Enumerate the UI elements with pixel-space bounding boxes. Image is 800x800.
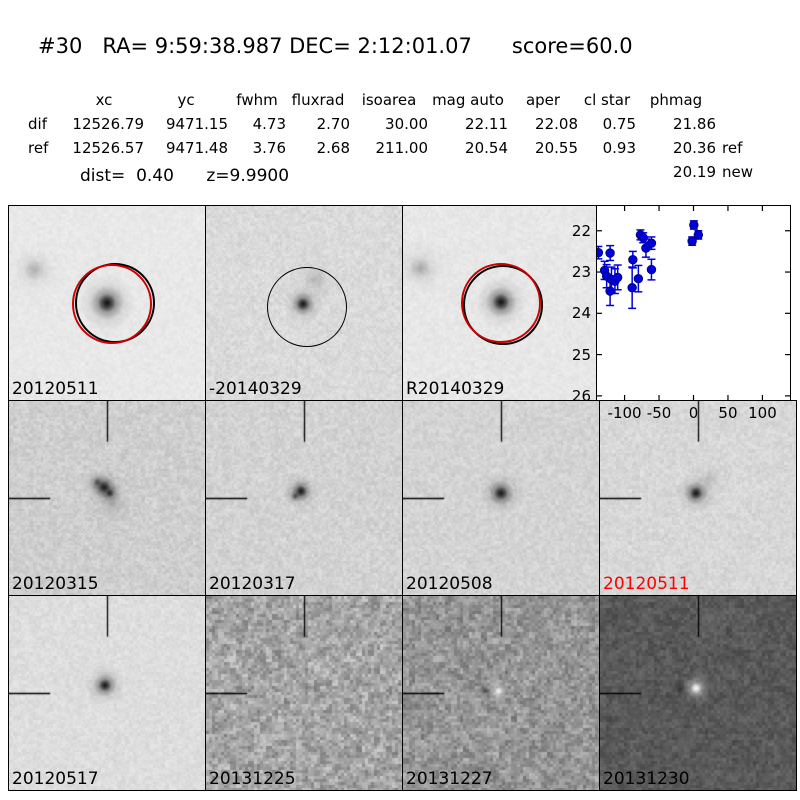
column-header: isoarea [361,91,417,109]
y-tick-label: 26 [571,386,591,405]
x-tick-label: 50 [718,404,738,422]
panel-cutout-20120511-marked: 20120511 [599,400,797,596]
lightcurve-svg [593,206,790,400]
table-row: dif 12526.79 9471.15 4.73 2.70 30.00 22.11 22.0… [28,112,768,136]
lightcurve-point [689,220,699,230]
panel-date-label: -20140329 [209,379,302,399]
table-row: ref 12526.57 9471.48 3.76 2.68 211.00 20.54 20.… [28,136,768,160]
aperture-circle-red [71,264,152,344]
panel-cutout-20131227: 20131227 [402,595,600,791]
panel-date-label: R20140329 [406,379,505,399]
x-tick-label: -100 [607,404,642,422]
photometry-table: xc yc fwhm fluxrad isoarea mag auto aper cl sta… [28,88,768,184]
panel-date-label: 20120517 [12,769,99,789]
table-cell: 20.19 [673,163,716,181]
y-tick-label: 25 [571,345,591,364]
panel-date-label: 20120511 [12,379,99,399]
cutout-image [600,401,796,595]
panel-cutout-20120317: 20120317 [205,400,403,596]
lightcurve-point [627,283,637,293]
table-cell: 9471.48 [165,139,228,157]
panel-cutout-neg-20140329: -20140329 [205,205,403,401]
table-cell: 0.75 [602,115,636,133]
cutout-image [206,401,402,595]
column-header: aper [525,91,561,109]
panel-date-label: 20120508 [406,574,493,594]
x-tick-label: 100 [748,404,777,422]
table-cell: 3.76 [252,139,286,157]
x-tick-label: 0 [688,404,699,422]
lightcurve-point [633,273,644,284]
dist-z-line: dist= 0.40 z=9.9900 [80,166,290,186]
table-cell: 22.11 [465,115,508,133]
panel-cutout-20131230: 20131230 [599,595,797,791]
lightcurve-point [612,272,623,283]
row-suffix: new [722,163,754,181]
lightcurve-point [646,238,657,248]
table-cell: 12526.79 [72,115,144,133]
cutout-image [9,401,205,595]
panel-date-label: 20131227 [406,769,493,789]
lightcurve-point [628,254,638,265]
column-header: fluxrad [291,91,345,109]
lightcurve-point [593,247,604,258]
column-header: xc [95,91,113,109]
panel-cutout-20131225: 20131225 [205,595,403,791]
panel-date-label: 20131225 [209,769,296,789]
y-tick-label: 22 [571,221,591,240]
cutout-image [206,596,402,790]
table-cell: 9471.15 [165,115,228,133]
y-tick-label: 24 [571,304,591,323]
table-cell: 211.00 [375,139,429,157]
table-cell: 20.36 [673,139,716,157]
lightcurve-point [646,264,657,275]
lightcurve-point [687,236,697,246]
table-cell: 4.73 [252,115,286,133]
column-header: cl star [583,91,631,109]
panel-cutout-20120508: 20120508 [402,400,600,596]
cutout-image [403,596,599,790]
panel-date-label: 20120511 [603,574,690,594]
column-header: fwhm [236,91,278,109]
lightcurve-point [693,230,704,240]
row-label: dif [28,115,47,133]
table-cell: 12526.57 [72,139,144,157]
table-cell: 2.70 [316,115,350,133]
panel-date-label: 20120317 [209,574,296,594]
row-suffix: ref [722,139,743,157]
panel-date-label: 20120315 [12,574,99,594]
panel-cutout-20120517: 20120517 [8,595,206,791]
panel-cutout-new-20120511: 20120511 [8,205,206,401]
aperture-circle-red [461,263,542,344]
lightcurve-axes [593,205,791,401]
y-tick-label: 23 [571,263,591,282]
x-tick-label: -50 [646,404,672,422]
panel-cutout-20120315: 20120315 [8,400,206,596]
table-row: 20.19 new [28,160,768,184]
aperture-circle-black [266,266,347,347]
table-cell: 20.54 [465,139,508,157]
panel-cutout-ref-R20140329: R20140329 [402,205,600,401]
cutout-image [600,596,796,790]
lightcurve-point [605,248,615,258]
table-cell: 21.86 [673,115,716,133]
column-header: yc [177,91,195,109]
cutout-image [9,596,205,790]
row-label: ref [28,139,49,157]
table-cell: 22.08 [535,115,578,133]
table-cell: 30.00 [385,115,428,133]
page-title: #30 RA= 9:59:38.987 DEC= 2:12:01.07 scor… [38,34,633,58]
column-header: phmag [649,91,703,109]
table-cell: 0.93 [602,139,636,157]
cutout-image [403,401,599,595]
column-header: mag auto [432,91,504,109]
table-cell: 2.68 [316,139,350,157]
panel-date-label: 20131230 [603,769,690,789]
table-cell: 20.55 [535,139,578,157]
